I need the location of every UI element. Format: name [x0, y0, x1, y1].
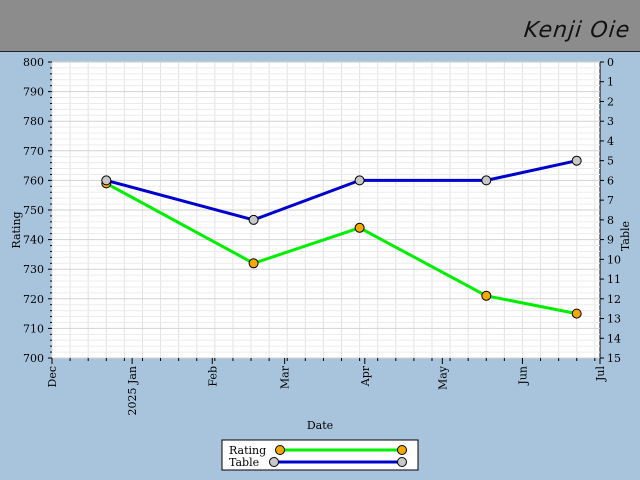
y-right-tick-label: 13: [607, 313, 621, 326]
legend-label-rating: Rating: [229, 444, 266, 457]
legend-marker-rating: [397, 445, 407, 455]
y-left-tick-label: 730: [23, 263, 44, 276]
data-point-table: [354, 175, 365, 186]
x-tick-label: May: [436, 365, 449, 390]
y-right-tick-label: 15: [607, 352, 621, 365]
y-left-tick-label: 790: [23, 86, 44, 99]
y-left-tick-label: 710: [23, 322, 44, 335]
y-axis-label-right: Table: [619, 221, 632, 251]
y-left-tick-label: 770: [23, 145, 44, 158]
y-right-tick-label: 7: [607, 194, 614, 207]
y-left-tick-label: 740: [23, 234, 44, 247]
y-right-tick-label: 1: [607, 76, 614, 89]
y-left-tick-label: 760: [23, 174, 44, 187]
y-right-tick-label: 4: [607, 135, 614, 148]
x-tick-label: Mar: [279, 365, 292, 389]
legend: Rating Table: [221, 439, 419, 471]
x-tick-label: Apr: [359, 365, 372, 387]
page-header: Kenji Oie: [0, 0, 640, 52]
y-right-tick-label: 3: [607, 115, 614, 128]
grid-lines: [51, 61, 600, 359]
x-tick-label: 2025 Jan: [126, 366, 139, 416]
x-tick-label: Jun: [516, 366, 529, 386]
y-right-tick-label: 5: [607, 155, 614, 168]
y-right-tick-label: 10: [607, 253, 621, 266]
data-point-rating: [571, 308, 582, 319]
data-point-rating: [248, 258, 259, 269]
y-right-tick-label: 2: [607, 95, 614, 108]
y-left-tick-label: 800: [23, 56, 44, 69]
legend-marker-table: [269, 457, 279, 467]
data-point-table: [481, 175, 492, 186]
legend-label-table: Table: [229, 456, 259, 469]
y-right-tick-label: 12: [607, 293, 621, 306]
legend-box: [221, 439, 419, 471]
data-point-rating: [481, 290, 492, 301]
legend-marker-rating: [275, 445, 285, 455]
data-point-rating: [354, 222, 365, 233]
y-left-tick-label: 700: [23, 352, 44, 365]
y-right-tick-label: 0: [607, 56, 614, 69]
y-left-tick-label: 720: [23, 293, 44, 306]
data-point-table: [248, 214, 259, 225]
x-tick-label: Jul: [594, 366, 607, 382]
data-point-table: [571, 155, 582, 166]
legend-marker-table: [397, 457, 407, 467]
x-axis-label: Date: [307, 419, 333, 432]
x-tick-label: Dec: [46, 366, 59, 388]
y-right-tick-label: 11: [607, 273, 621, 286]
y-right-tick-label: 9: [607, 234, 614, 247]
y-right-tick-label: 6: [607, 174, 614, 187]
y-left-tick-label: 780: [23, 115, 44, 128]
y-axis-label-left: Rating: [10, 211, 23, 248]
y-left-tick-label: 750: [23, 204, 44, 217]
y-right-tick-label: 14: [607, 332, 621, 345]
x-tick-label: Feb: [206, 366, 219, 387]
data-point-table: [101, 175, 112, 186]
y-right-tick-label: 8: [607, 214, 614, 227]
series-markers: [101, 155, 582, 319]
